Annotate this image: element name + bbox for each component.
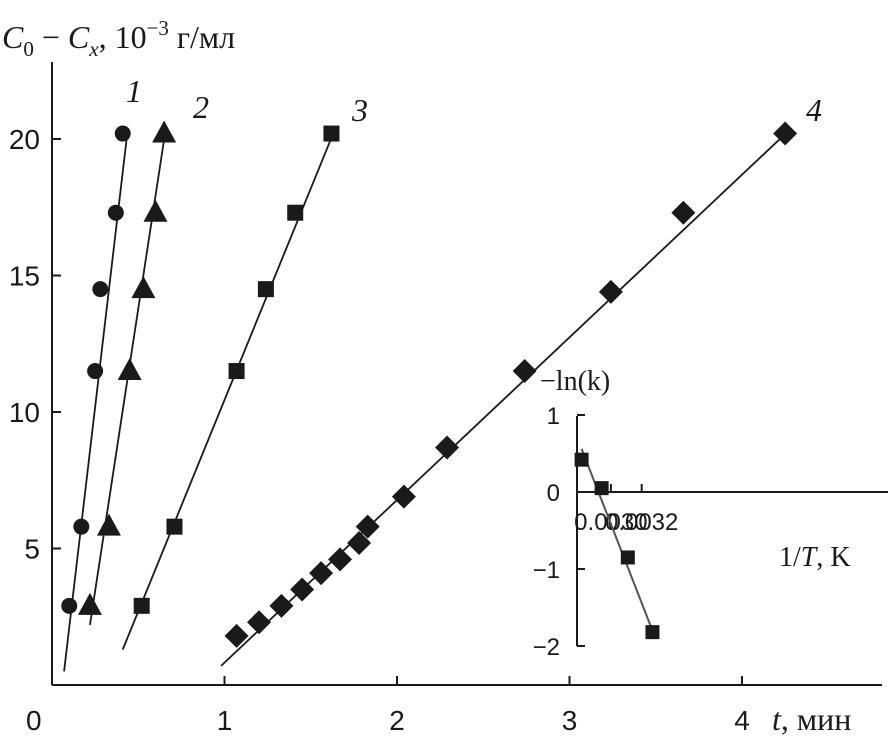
- series-4-point: [290, 577, 315, 602]
- series-2: [77, 120, 177, 626]
- series-1-point: [61, 597, 78, 614]
- series-4-point: [598, 279, 623, 304]
- inset-fit-line: [580, 448, 654, 631]
- series-3-point: [257, 281, 274, 298]
- series-2-point: [117, 358, 142, 381]
- series-2-point: [152, 120, 177, 143]
- main-x-axis-title: t, мин: [772, 701, 851, 737]
- series-4-point: [773, 121, 798, 146]
- series-1-point: [114, 125, 131, 142]
- series-3: [121, 125, 340, 650]
- series-3-point: [166, 518, 183, 535]
- inset-point: [645, 625, 660, 640]
- series-3-label: 3: [351, 92, 368, 128]
- series-4-point: [512, 359, 537, 384]
- main-x-tick-label: 1: [217, 705, 233, 736]
- series-4-point: [355, 514, 380, 539]
- series-4-point: [269, 593, 294, 618]
- main-y-tick-label: 15: [9, 261, 40, 292]
- main-y-axis-title: C0 − Cx, 10−3 г/мл: [2, 16, 235, 61]
- inset-point: [594, 481, 609, 496]
- inset-y-tick-label: 0: [547, 480, 560, 507]
- series-4-point: [309, 561, 334, 586]
- main-series: [61, 120, 798, 672]
- inset-x-tick-label: 0.0032: [605, 509, 678, 536]
- series-1-point: [107, 204, 124, 221]
- series-2-point: [131, 276, 156, 299]
- series-1-point: [92, 281, 109, 298]
- series-3-point: [133, 597, 150, 614]
- main-x-tick-label: 0: [26, 705, 42, 736]
- series-3-point: [287, 204, 304, 221]
- series-1-point: [73, 518, 90, 535]
- series-1-label: 1: [126, 73, 142, 109]
- series-1: [61, 125, 131, 672]
- series-4-point: [224, 623, 249, 648]
- main-x-tick-label: 3: [562, 705, 578, 736]
- series-1-point: [87, 363, 104, 380]
- main-y-tick-label: 10: [9, 397, 40, 428]
- series-2-point: [77, 592, 102, 615]
- main-y-tick-label: 20: [9, 124, 40, 155]
- series-2-label: 2: [193, 89, 209, 125]
- series-4-point: [247, 610, 271, 635]
- inset-y-axis-title: −ln(k): [540, 366, 610, 397]
- series-3-point: [323, 125, 340, 142]
- series-3-point: [228, 363, 245, 380]
- series-4: [220, 121, 798, 667]
- inset-point: [574, 452, 589, 467]
- inset-point: [620, 550, 635, 565]
- series-4-point: [671, 200, 696, 225]
- series-4-point: [328, 547, 353, 572]
- inset-x-axis-title: 1/T, K: [779, 542, 851, 573]
- series-4-label: 4: [806, 92, 822, 128]
- series-4-point: [347, 531, 372, 556]
- inset-y-tick-label: −2: [533, 634, 560, 661]
- series-2-point: [96, 513, 121, 536]
- series-2-point: [143, 199, 168, 222]
- series-4-point: [391, 484, 416, 509]
- main-y-tick-label: 5: [24, 534, 40, 565]
- inset-y-tick-label: 1: [547, 403, 560, 430]
- main-x-tick-label: 4: [734, 705, 750, 736]
- inset-y-tick-label: −1: [533, 557, 560, 584]
- main-x-tick-label: 2: [389, 705, 405, 736]
- series-4-point: [435, 435, 460, 460]
- inset-series: [574, 448, 660, 640]
